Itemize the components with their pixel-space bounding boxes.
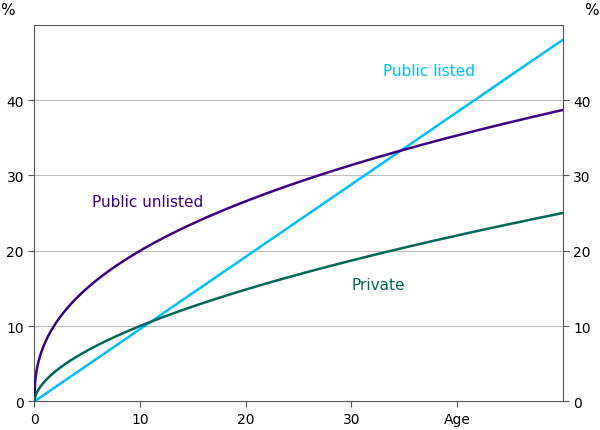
- Text: %: %: [0, 3, 14, 18]
- Text: %: %: [584, 3, 598, 18]
- Text: Public unlisted: Public unlisted: [92, 195, 204, 210]
- Text: Public listed: Public listed: [383, 63, 475, 78]
- Text: Private: Private: [352, 277, 405, 292]
